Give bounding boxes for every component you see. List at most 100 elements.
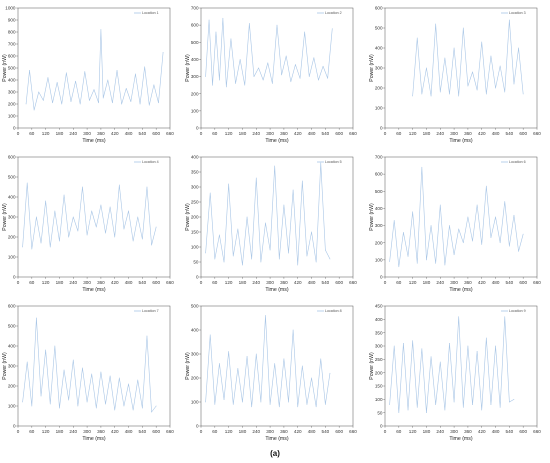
data-point xyxy=(22,401,23,403)
data-point xyxy=(439,91,441,93)
data-point xyxy=(304,31,305,33)
data-point xyxy=(63,369,65,371)
data-point xyxy=(481,409,483,411)
data-point xyxy=(509,401,510,403)
data-point xyxy=(132,409,134,411)
data-point xyxy=(84,71,86,72)
x-tick-label: 180 xyxy=(56,280,64,285)
data-point xyxy=(219,79,220,81)
data-point xyxy=(239,59,241,60)
data-point xyxy=(421,166,423,168)
data-point xyxy=(421,93,423,95)
data-point xyxy=(118,184,120,186)
data-point xyxy=(449,342,450,344)
data-point xyxy=(513,398,515,400)
data-point xyxy=(258,67,259,69)
data-point xyxy=(223,261,225,263)
data-point xyxy=(100,371,102,373)
data-point xyxy=(45,200,46,202)
data-point xyxy=(320,358,322,360)
x-tick-label: 120 xyxy=(225,429,233,434)
x-tick-label: 180 xyxy=(239,131,247,136)
data-point xyxy=(283,358,285,360)
y-tick-label: 700 xyxy=(191,6,199,11)
data-point xyxy=(42,100,44,101)
x-tick-label: 540 xyxy=(139,429,147,434)
x-tick-label: 600 xyxy=(335,131,343,136)
y-tick-label: 300 xyxy=(191,74,199,79)
data-point xyxy=(274,363,276,364)
x-tick-label: 300 xyxy=(450,280,458,285)
data-point xyxy=(118,377,120,379)
data-point xyxy=(22,246,23,248)
legend-label: Location 3 xyxy=(509,11,526,15)
x-tick-label: 480 xyxy=(492,280,500,285)
y-tick-label: 600 xyxy=(191,23,199,28)
data-point xyxy=(107,79,109,81)
data-point xyxy=(49,246,51,248)
data-point xyxy=(490,237,492,238)
y-tick-label: 300 xyxy=(375,344,383,349)
data-point xyxy=(315,261,317,263)
x-tick-label: 360 xyxy=(464,280,472,285)
y-tick-label: 100 xyxy=(375,397,383,402)
data-point xyxy=(93,89,95,90)
data-point xyxy=(162,52,164,53)
y-tick-label: 400 xyxy=(375,206,383,211)
x-tick-label: 300 xyxy=(266,429,274,434)
data-point xyxy=(389,261,390,262)
x-tick-label: 420 xyxy=(294,280,302,285)
y-tick-label: 100 xyxy=(8,114,16,119)
x-tick-label: 360 xyxy=(97,131,105,136)
data-point xyxy=(54,210,56,212)
chart-panel-6: 0 60 120 180 240 300 360 420 480 540 600 660 0 100 200… xyxy=(369,155,541,293)
data-point xyxy=(444,409,446,411)
data-point xyxy=(320,162,322,164)
y-tick-label: 150 xyxy=(191,230,199,235)
x-tick-label: 420 xyxy=(111,131,119,136)
data-point xyxy=(495,216,496,218)
data-point xyxy=(237,228,239,230)
y-tick-label: 400 xyxy=(191,155,199,160)
data-point xyxy=(476,89,478,91)
data-point xyxy=(102,97,104,99)
legend-label: Location 7 xyxy=(142,309,159,313)
x-tick-label: 0 xyxy=(17,131,20,136)
y-tick-label: 300 xyxy=(375,223,383,228)
chart-panel-1: 0 60 120 180 240 300 360 420 480 540 600 660 0 100 200… xyxy=(2,6,174,144)
x-tick-label: 480 xyxy=(308,131,316,136)
data-point xyxy=(77,230,79,232)
x-tick-label: 480 xyxy=(492,131,500,136)
y-tick-label: 200 xyxy=(8,102,16,107)
data-point xyxy=(472,71,473,73)
x-tick-label: 0 xyxy=(200,280,203,285)
data-point xyxy=(462,242,464,244)
data-point xyxy=(292,329,294,331)
legend: Location 4 xyxy=(134,160,159,164)
data-point xyxy=(297,406,299,408)
y-tick-label: 300 xyxy=(191,185,199,190)
data-point xyxy=(467,85,469,87)
data-point xyxy=(311,377,312,379)
data-point xyxy=(458,95,460,97)
data-point xyxy=(38,91,40,93)
y-tick-label: 0 xyxy=(13,126,16,131)
data-point xyxy=(68,236,70,238)
data-point xyxy=(389,404,390,406)
y-axis-label: Power (nW) xyxy=(2,54,8,82)
data-point xyxy=(278,406,280,408)
y-axis-label: Power (nW) xyxy=(369,203,375,231)
data-point xyxy=(139,103,141,105)
data-point xyxy=(262,79,264,81)
x-tick-label: 240 xyxy=(436,131,444,136)
data-point xyxy=(260,261,262,263)
data-point xyxy=(285,55,287,57)
data-point xyxy=(205,76,206,77)
y-tick-label: 300 xyxy=(8,364,16,369)
y-tick-label: 400 xyxy=(8,195,16,200)
x-tick-label: 480 xyxy=(308,280,316,285)
data-point xyxy=(59,407,60,409)
x-tick-label: 660 xyxy=(533,280,541,285)
data-point xyxy=(416,406,418,408)
series-line xyxy=(22,317,157,413)
